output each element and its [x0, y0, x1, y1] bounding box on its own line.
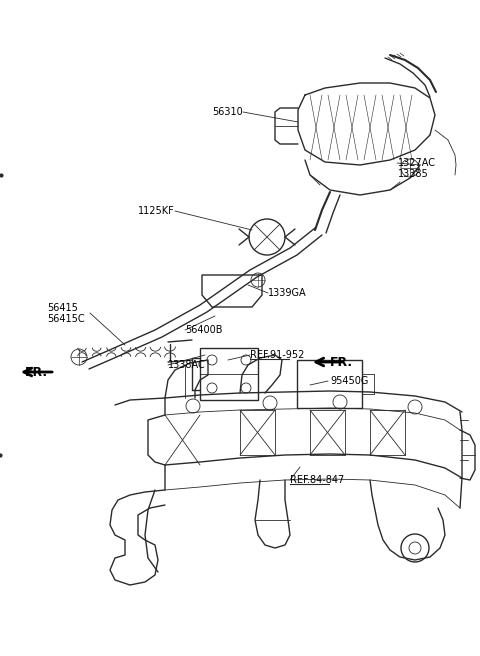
Text: 56415C: 56415C: [47, 314, 84, 324]
Text: 56310: 56310: [212, 107, 243, 117]
Text: FR.: FR.: [330, 356, 353, 369]
Text: 1327AC: 1327AC: [398, 158, 436, 168]
Text: 95450G: 95450G: [330, 376, 368, 386]
Text: 1338AC: 1338AC: [168, 360, 206, 370]
Bar: [200, 348, 258, 400]
Text: REF.91-952: REF.91-952: [250, 350, 304, 360]
Text: 56415: 56415: [47, 303, 78, 313]
Text: FR.: FR.: [25, 365, 48, 379]
Text: 1125KF: 1125KF: [138, 206, 175, 216]
Polygon shape: [202, 275, 262, 307]
Text: REF.84-847: REF.84-847: [290, 475, 344, 485]
Text: 1339GA: 1339GA: [268, 288, 307, 298]
Text: 56400B: 56400B: [185, 325, 223, 335]
Text: 13385: 13385: [398, 169, 429, 179]
Bar: [297, 360, 362, 408]
